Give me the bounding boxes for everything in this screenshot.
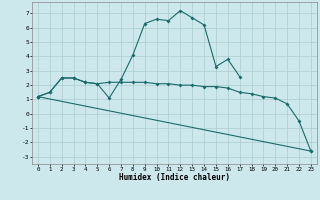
X-axis label: Humidex (Indice chaleur): Humidex (Indice chaleur) [119,173,230,182]
